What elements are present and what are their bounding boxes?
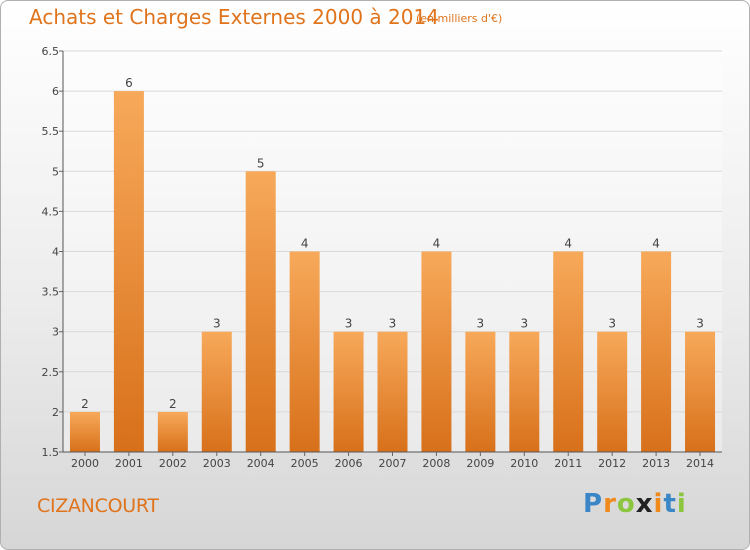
y-tick-label: 5: [52, 165, 59, 178]
bar-2012: [597, 331, 628, 452]
data-label-2014: 3: [696, 317, 704, 331]
data-label-2010: 3: [520, 317, 528, 331]
y-tick-label: 5.5: [42, 125, 60, 138]
data-label-2011: 4: [564, 237, 572, 251]
bar-2002: [157, 411, 188, 452]
data-label-2009: 3: [477, 317, 485, 331]
data-label-2012: 3: [608, 317, 616, 331]
y-tick-label: 4.5: [42, 205, 60, 218]
proxiti-logo: Proxiti: [583, 489, 687, 519]
bar-2007: [377, 331, 408, 452]
y-tick-label: 2.5: [42, 366, 60, 379]
y-tick-label: 3.5: [42, 286, 60, 299]
data-label-2007: 3: [389, 317, 397, 331]
x-tick-label: 2014: [686, 457, 714, 470]
x-tick-label: 2013: [642, 457, 670, 470]
data-label-2013: 4: [652, 237, 660, 251]
chart-subtitle: (en milliers d'€): [416, 12, 503, 25]
x-tick-label: 2010: [510, 457, 538, 470]
y-tick-label: 3: [52, 326, 59, 339]
data-label-2006: 3: [345, 317, 353, 331]
data-label-2004: 5: [257, 156, 265, 170]
x-tick-label: 2011: [554, 457, 582, 470]
bar-2011: [553, 251, 584, 452]
y-tick-label: 1.5: [42, 446, 60, 459]
x-tick-label: 2004: [247, 457, 275, 470]
bar-2000: [69, 411, 100, 452]
x-tick-label: 2001: [115, 457, 143, 470]
x-tick-label: 2008: [422, 457, 450, 470]
data-label-2000: 2: [81, 397, 89, 411]
y-tick-label: 2: [52, 406, 59, 419]
x-tick-label: 2007: [379, 457, 407, 470]
bar-2004: [245, 171, 276, 453]
bar-2003: [201, 331, 232, 452]
chart-title: Achats et Charges Externes 2000 à 2014: [29, 5, 439, 29]
x-tick-label: 2002: [159, 457, 187, 470]
bar-2008: [421, 251, 452, 452]
x-tick-label: 2009: [466, 457, 494, 470]
bar-2010: [509, 331, 540, 452]
y-tick-label: 4: [52, 246, 59, 259]
data-label-2008: 4: [433, 237, 441, 251]
data-label-2003: 3: [213, 317, 221, 331]
bar-2014: [685, 331, 716, 452]
bar-2006: [333, 331, 364, 452]
y-tick-label: 6: [52, 85, 59, 98]
data-label-2001: 6: [125, 76, 133, 90]
y-tick-label: 6.5: [42, 45, 60, 58]
bar-2009: [465, 331, 496, 452]
data-label-2005: 4: [301, 237, 309, 251]
bar-2013: [641, 251, 672, 452]
x-tick-label: 2003: [203, 457, 231, 470]
data-label-2002: 2: [169, 397, 177, 411]
x-tick-label: 2000: [71, 457, 99, 470]
commune-name: CIZANCOURT: [37, 495, 159, 517]
x-tick-label: 2012: [598, 457, 626, 470]
x-tick-label: 2006: [335, 457, 363, 470]
bar-2005: [289, 251, 320, 452]
bar-2001: [113, 91, 144, 452]
x-tick-label: 2005: [291, 457, 319, 470]
